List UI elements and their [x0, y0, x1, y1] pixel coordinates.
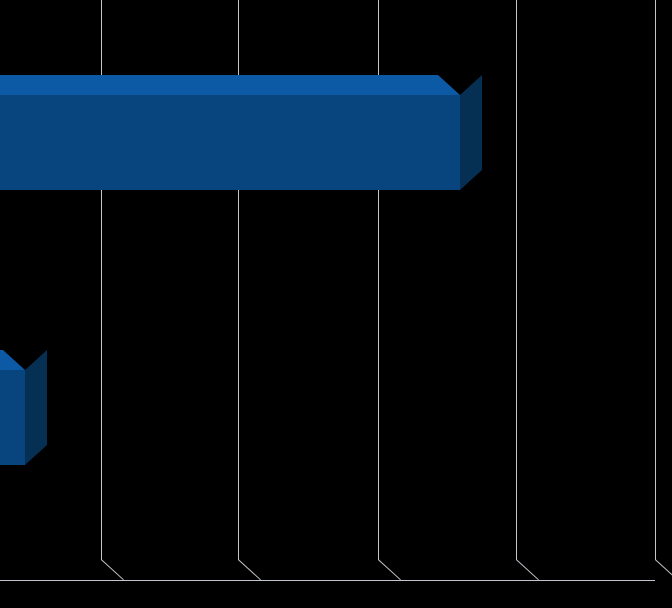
- bar-front: [0, 370, 25, 465]
- floor-edge: [0, 580, 655, 581]
- gridline-floor: [516, 559, 539, 580]
- gridline: [516, 0, 517, 560]
- bar-top: [0, 75, 460, 95]
- plot-area: [0, 0, 655, 560]
- revenue-chart: [0, 0, 672, 608]
- gridline-floor: [378, 559, 401, 580]
- bar-side: [460, 75, 482, 190]
- gridline-floor: [655, 559, 672, 580]
- gridline-floor: [101, 559, 124, 580]
- bar-side: [25, 350, 47, 465]
- bar-front: [0, 95, 460, 190]
- gridline: [655, 0, 656, 560]
- bar: [0, 95, 460, 190]
- gridline-floor: [238, 559, 261, 580]
- bar: [0, 370, 25, 465]
- bar-top: [0, 350, 25, 370]
